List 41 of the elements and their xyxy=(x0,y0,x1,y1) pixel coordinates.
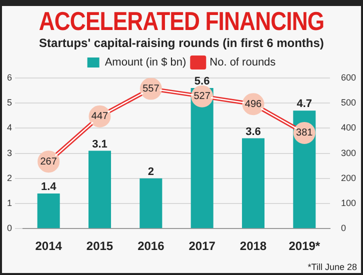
x-tick-label: 2017 xyxy=(188,239,216,254)
chart-title: ACCELERATED FINANCING xyxy=(38,6,326,36)
y2-tick-label: 500 xyxy=(340,98,356,108)
x-tick-label: 2015 xyxy=(86,239,114,254)
x-tick-label: 2016 xyxy=(138,239,165,254)
legend-label: No. of rounds xyxy=(210,56,276,69)
y2-tick-label: 600 xyxy=(340,72,356,82)
y2-tick-label: 300 xyxy=(340,148,356,158)
data-label: 267 xyxy=(40,156,58,168)
data-label: 3.6 xyxy=(246,126,261,138)
x-tick-label: 2018 xyxy=(240,239,267,254)
y2-tick-label: 200 xyxy=(340,172,356,183)
data-label: 447 xyxy=(91,111,109,122)
data-label: 527 xyxy=(194,91,211,102)
text: *Till June 28 xyxy=(308,262,357,272)
x-tick-label: 2014 xyxy=(35,239,62,254)
data-label: 1.4 xyxy=(40,180,58,193)
y-tick-label: 1 xyxy=(6,198,12,208)
data-label: 5.6 xyxy=(194,76,210,88)
y-tick-label: 4 xyxy=(6,122,12,133)
y-tick-label: 2 xyxy=(6,172,12,183)
data-label: 381 xyxy=(296,128,314,139)
y2-tick-label: 100 xyxy=(340,198,356,208)
data-label: 4.7 xyxy=(296,98,312,110)
y2-tick-label: 0 xyxy=(340,223,346,234)
chart-subtitle: Startups' capital-raising rounds (in first 6 months) xyxy=(38,36,325,51)
y-tick-label: 0 xyxy=(6,223,12,234)
y-tick-label: 5 xyxy=(6,98,12,108)
data-label: 557 xyxy=(142,84,160,95)
legend-label: Amount (in $ bn) xyxy=(104,56,186,69)
bar xyxy=(37,193,60,228)
bar xyxy=(242,138,264,228)
y-tick-label: 3 xyxy=(6,148,12,158)
y2-tick-label: 400 xyxy=(340,122,356,133)
bar xyxy=(88,150,112,228)
x-tick-label: 2019* xyxy=(288,239,320,254)
data-label: 3.1 xyxy=(92,138,108,150)
bar xyxy=(140,178,162,228)
data-label: 2 xyxy=(148,166,154,178)
y-tick-label: 6 xyxy=(6,72,12,82)
data-label: 496 xyxy=(244,98,262,110)
